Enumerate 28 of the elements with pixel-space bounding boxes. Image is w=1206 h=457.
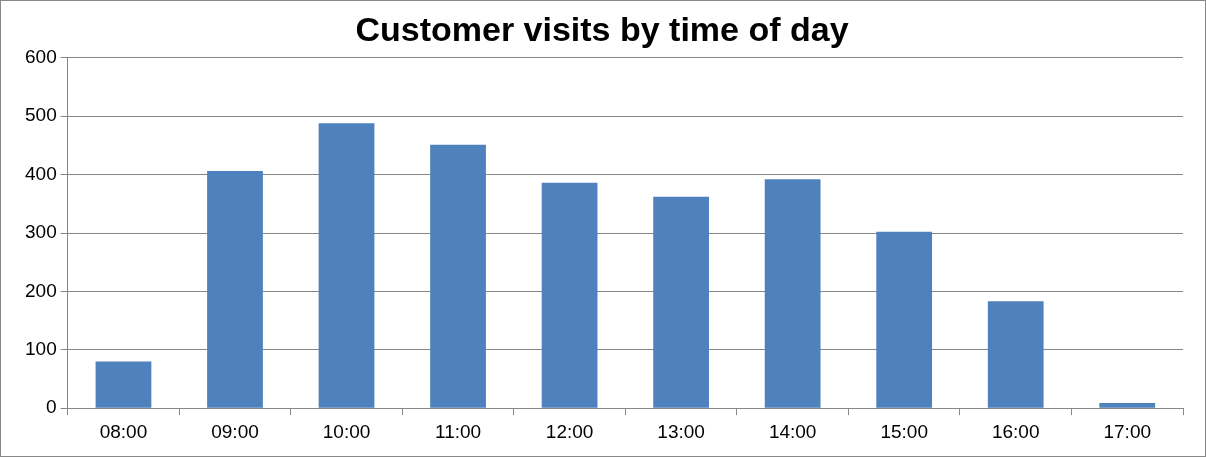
y-tick-label: 300 [25,221,57,243]
chart-title: Customer visits by time of day [355,9,849,48]
x-tick-label: 12:00 [545,420,594,442]
bar [318,123,375,408]
x-tick-label: 14:00 [768,420,817,442]
x-tick-label: 15:00 [880,420,928,442]
bar [653,196,709,408]
y-tick-label: 600 [25,46,57,68]
x-tick-label: 10:00 [322,420,371,442]
y-tick-label: 500 [25,104,57,126]
bar [207,171,263,408]
bar [430,144,486,408]
y-tick-label: 400 [25,162,57,184]
x-tick-label: 09:00 [211,420,259,442]
x-tick-label: 08:00 [99,420,148,442]
x-tick-label: 11:00 [434,420,482,442]
bar [1099,402,1156,408]
bar [764,179,821,408]
x-tick-label: 17:00 [1103,420,1152,442]
x-tick-label: 13:00 [657,420,705,442]
bar [95,361,152,408]
y-tick-label: 200 [25,279,57,301]
x-tick-label: 16:00 [991,420,1040,442]
bar [541,182,598,408]
y-tick-label: 100 [25,338,57,360]
bar [876,231,933,408]
bar [987,301,1044,408]
y-tick-label: 0 [46,396,57,418]
